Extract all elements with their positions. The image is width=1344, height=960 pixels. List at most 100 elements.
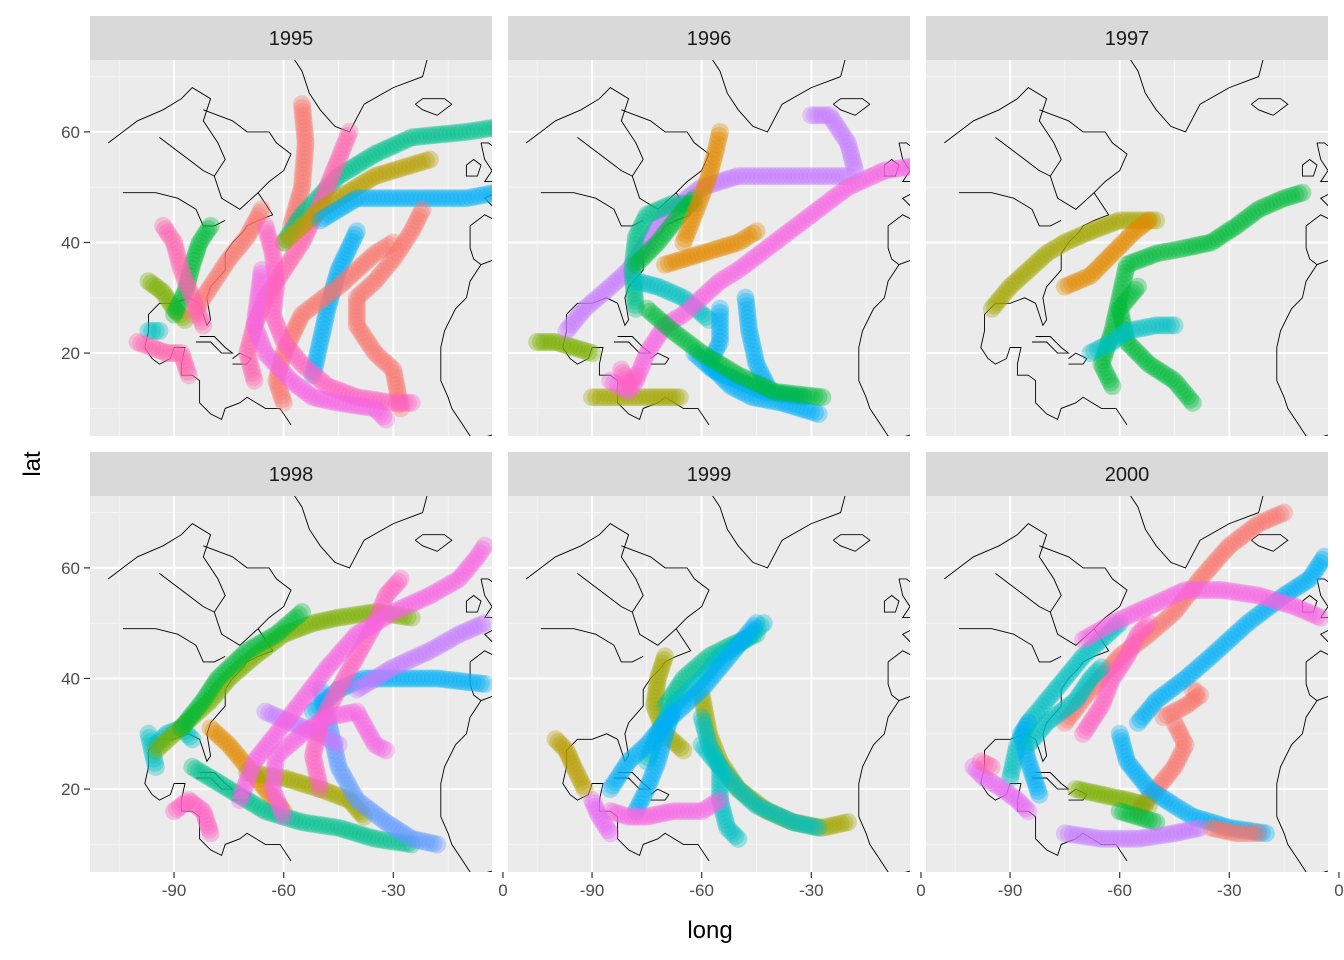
track-point	[1212, 545, 1231, 564]
track-point	[1172, 728, 1191, 747]
track-point	[610, 766, 629, 785]
track-point	[895, 158, 910, 177]
storm-track	[263, 702, 395, 826]
track-point	[700, 242, 718, 261]
x-tick-label: -60	[1107, 881, 1132, 900]
track-point	[758, 377, 777, 396]
track-point	[391, 655, 410, 674]
track-point	[468, 617, 487, 636]
track-point	[232, 234, 251, 253]
track-point	[1159, 792, 1178, 811]
track-point	[331, 643, 350, 662]
track-point	[448, 671, 466, 690]
track-point	[220, 658, 239, 677]
track-point	[727, 637, 745, 655]
track-point	[1098, 681, 1117, 700]
track-point	[297, 813, 315, 832]
track-point	[640, 241, 659, 260]
track-point	[1147, 211, 1166, 230]
track-point	[389, 572, 408, 591]
track-point	[735, 256, 754, 275]
track-point	[1081, 222, 1100, 241]
track-point	[346, 225, 365, 244]
track-point	[322, 284, 341, 303]
track-point	[246, 796, 265, 815]
track-point	[372, 598, 391, 617]
track-point	[711, 762, 729, 781]
coastline	[883, 594, 900, 613]
track-point	[621, 257, 640, 276]
track-point	[1045, 682, 1064, 701]
track-point	[1133, 630, 1152, 649]
track-point	[293, 618, 311, 637]
coastline	[614, 772, 652, 790]
storm-track	[982, 211, 1166, 318]
track-point	[357, 798, 376, 817]
track-point	[697, 713, 716, 732]
coastline	[958, 628, 1062, 663]
track-point	[1217, 539, 1236, 558]
track-point	[385, 368, 404, 387]
track-point	[1055, 824, 1074, 843]
track-point	[696, 308, 715, 327]
track-point	[266, 265, 284, 284]
track-point	[397, 157, 416, 176]
track-point	[1088, 784, 1107, 803]
track-point	[762, 383, 781, 402]
track-point	[382, 605, 401, 624]
track-point	[1089, 661, 1108, 680]
track-point	[1233, 584, 1252, 603]
track-point	[711, 363, 729, 382]
track-point	[179, 271, 198, 290]
track-point	[175, 722, 194, 740]
basemap-coastlines	[944, 60, 1328, 436]
track-point	[792, 213, 811, 232]
track-point	[157, 344, 176, 363]
track-point	[788, 814, 807, 832]
track-point	[269, 795, 288, 814]
track-point	[1107, 212, 1125, 231]
track-point	[770, 385, 789, 403]
track-point	[667, 252, 686, 271]
track-point	[743, 388, 762, 407]
track-point	[692, 708, 711, 727]
track-point	[177, 713, 196, 732]
storm-track	[645, 647, 693, 760]
track-point	[338, 183, 357, 202]
track-point	[318, 377, 337, 396]
track-point	[347, 702, 366, 721]
track-point	[713, 761, 732, 780]
track-point	[1106, 330, 1125, 349]
track-point	[1058, 666, 1077, 685]
track-point	[1100, 659, 1119, 678]
track-point	[561, 751, 580, 770]
track-point	[270, 768, 289, 787]
track-point	[853, 171, 872, 190]
track-point	[145, 749, 163, 768]
track-point	[1248, 606, 1267, 625]
track-point	[1107, 788, 1125, 807]
track-point	[326, 157, 345, 176]
track-point	[711, 304, 729, 322]
track-point	[408, 211, 427, 230]
track-point	[1079, 672, 1098, 691]
track-point	[729, 380, 748, 399]
track-point	[391, 569, 410, 588]
track-point	[624, 252, 643, 271]
track-point	[311, 780, 330, 799]
track-point	[1070, 227, 1089, 246]
track-point	[645, 732, 664, 751]
track-point	[223, 666, 242, 685]
track-point	[645, 693, 664, 712]
track-point	[845, 157, 864, 176]
track-point	[1149, 776, 1168, 795]
track-point	[314, 209, 333, 228]
track-point	[266, 273, 285, 292]
track-point	[225, 243, 244, 262]
track-point	[375, 352, 394, 371]
panel-background	[90, 496, 492, 872]
track-point	[1027, 778, 1046, 797]
track-point	[747, 222, 766, 241]
track-point	[183, 730, 202, 749]
track-point	[384, 360, 403, 379]
